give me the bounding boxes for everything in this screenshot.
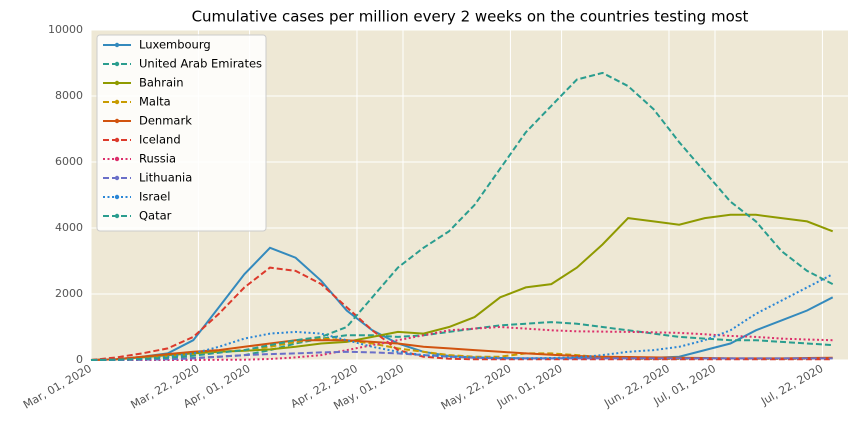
series-line — [91, 350, 833, 361]
legend-label: Israel — [139, 190, 170, 204]
legend-marker — [114, 99, 120, 105]
series-line — [90, 321, 833, 361]
series-line — [90, 266, 833, 361]
y-tick-label: 6000 — [55, 155, 83, 168]
y-tick-label: 8000 — [55, 89, 83, 102]
legend-marker — [114, 118, 120, 124]
series-line — [90, 339, 833, 361]
legend-marker — [114, 156, 120, 162]
legend-label: Russia — [139, 152, 176, 166]
legend-label: Qatar — [139, 209, 172, 223]
legend: Luxembourg United Arab Emirates Bahrain Mal… — [96, 34, 267, 232]
y-tick-label: 4000 — [55, 221, 83, 234]
legend-marker — [114, 175, 120, 181]
y-tick-label: 10000 — [48, 23, 83, 36]
legend-marker — [114, 137, 120, 143]
legend-marker — [114, 194, 120, 200]
series-line — [90, 71, 834, 361]
legend-marker — [114, 213, 120, 219]
y-tick-label: 0 — [76, 353, 83, 366]
legend-label: Denmark — [139, 114, 192, 128]
x-tick-label: Mar, 01, 2020 — [21, 362, 94, 412]
series-line — [90, 213, 834, 361]
y-tick-label: 2000 — [55, 287, 83, 300]
legend-label: Luxembourg — [139, 38, 211, 52]
chart-title: Cumulative cases per million every 2 wee… — [192, 8, 749, 26]
legend-label: Iceland — [139, 133, 181, 147]
legend-marker — [114, 80, 120, 86]
legend-label: Bahrain — [139, 76, 183, 90]
legend-label: Malta — [139, 95, 171, 109]
legend-label: Lithuania — [139, 171, 192, 185]
legend-box — [96, 34, 267, 232]
x-tick-label: Jul, 22, 2020 — [758, 362, 825, 408]
legend-marker — [114, 61, 120, 67]
series-line — [90, 337, 833, 361]
legend-label: United Arab Emirates — [139, 57, 262, 71]
legend-marker — [114, 42, 120, 48]
